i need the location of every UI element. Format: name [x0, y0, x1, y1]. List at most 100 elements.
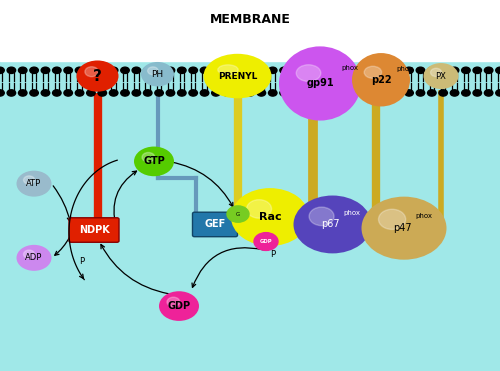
Text: ADP: ADP	[26, 253, 42, 262]
Circle shape	[462, 67, 470, 73]
Circle shape	[484, 67, 493, 73]
Text: P: P	[270, 250, 275, 259]
Text: PRENYL: PRENYL	[218, 72, 257, 81]
Circle shape	[167, 297, 180, 307]
FancyBboxPatch shape	[192, 212, 238, 237]
Text: NDPK: NDPK	[78, 225, 110, 235]
Circle shape	[30, 90, 38, 96]
Circle shape	[0, 90, 4, 96]
Circle shape	[394, 67, 402, 73]
Circle shape	[294, 196, 372, 253]
Circle shape	[85, 67, 98, 77]
Circle shape	[382, 90, 390, 96]
Circle shape	[302, 90, 311, 96]
Text: ATP: ATP	[26, 179, 42, 188]
Circle shape	[223, 90, 232, 96]
Circle shape	[314, 90, 322, 96]
Circle shape	[227, 206, 249, 222]
Circle shape	[24, 250, 34, 258]
Text: GTP: GTP	[143, 157, 165, 166]
Text: p67: p67	[321, 220, 340, 229]
Circle shape	[326, 90, 334, 96]
Circle shape	[246, 67, 254, 73]
Circle shape	[268, 67, 277, 73]
Circle shape	[416, 90, 424, 96]
Circle shape	[200, 90, 209, 96]
Circle shape	[473, 90, 482, 96]
Circle shape	[291, 90, 300, 96]
Circle shape	[302, 67, 311, 73]
Circle shape	[159, 291, 199, 321]
Circle shape	[314, 67, 322, 73]
Circle shape	[178, 67, 186, 73]
Circle shape	[212, 67, 220, 73]
Circle shape	[52, 90, 61, 96]
Text: gp91: gp91	[306, 79, 334, 88]
Circle shape	[155, 67, 164, 73]
Circle shape	[309, 207, 334, 226]
Circle shape	[132, 67, 140, 73]
Circle shape	[234, 67, 243, 73]
Circle shape	[121, 67, 129, 73]
Circle shape	[16, 245, 51, 271]
Circle shape	[212, 90, 220, 96]
Text: PH: PH	[152, 70, 164, 79]
Circle shape	[110, 67, 118, 73]
Circle shape	[64, 90, 72, 96]
Circle shape	[371, 90, 380, 96]
Circle shape	[76, 60, 118, 92]
Circle shape	[144, 90, 152, 96]
Circle shape	[148, 67, 158, 75]
Circle shape	[291, 67, 300, 73]
Circle shape	[246, 90, 254, 96]
Circle shape	[246, 200, 272, 218]
Circle shape	[41, 90, 50, 96]
Text: phox: phox	[415, 213, 432, 219]
Circle shape	[428, 90, 436, 96]
Circle shape	[496, 90, 500, 96]
Circle shape	[336, 67, 345, 73]
Circle shape	[86, 90, 95, 96]
Text: GDP: GDP	[168, 301, 190, 311]
Circle shape	[98, 90, 106, 96]
Ellipse shape	[296, 65, 321, 82]
Circle shape	[110, 90, 118, 96]
Circle shape	[450, 90, 459, 96]
Circle shape	[439, 67, 448, 73]
Circle shape	[280, 90, 288, 96]
Circle shape	[473, 67, 482, 73]
Circle shape	[166, 90, 174, 96]
Circle shape	[430, 68, 442, 76]
Text: phox: phox	[342, 65, 358, 71]
Ellipse shape	[204, 54, 272, 98]
Circle shape	[336, 90, 345, 96]
Text: phox: phox	[344, 210, 361, 216]
Circle shape	[64, 67, 72, 73]
Circle shape	[76, 67, 84, 73]
Circle shape	[24, 176, 34, 184]
Text: PX: PX	[436, 72, 446, 81]
Circle shape	[189, 90, 198, 96]
Circle shape	[360, 90, 368, 96]
Ellipse shape	[279, 46, 361, 121]
Circle shape	[416, 67, 424, 73]
Text: GDP: GDP	[260, 239, 272, 244]
Circle shape	[41, 67, 50, 73]
Circle shape	[134, 147, 174, 176]
Circle shape	[378, 209, 406, 229]
Text: P: P	[79, 257, 84, 266]
Circle shape	[178, 90, 186, 96]
Circle shape	[371, 67, 380, 73]
Circle shape	[7, 90, 16, 96]
Circle shape	[166, 67, 174, 73]
Circle shape	[360, 67, 368, 73]
Circle shape	[362, 197, 446, 260]
Circle shape	[0, 67, 4, 73]
Ellipse shape	[364, 66, 382, 78]
Circle shape	[234, 90, 243, 96]
Circle shape	[18, 90, 27, 96]
Circle shape	[16, 171, 51, 197]
Circle shape	[326, 67, 334, 73]
Text: MEMBRANE: MEMBRANE	[210, 13, 290, 26]
Circle shape	[223, 67, 232, 73]
